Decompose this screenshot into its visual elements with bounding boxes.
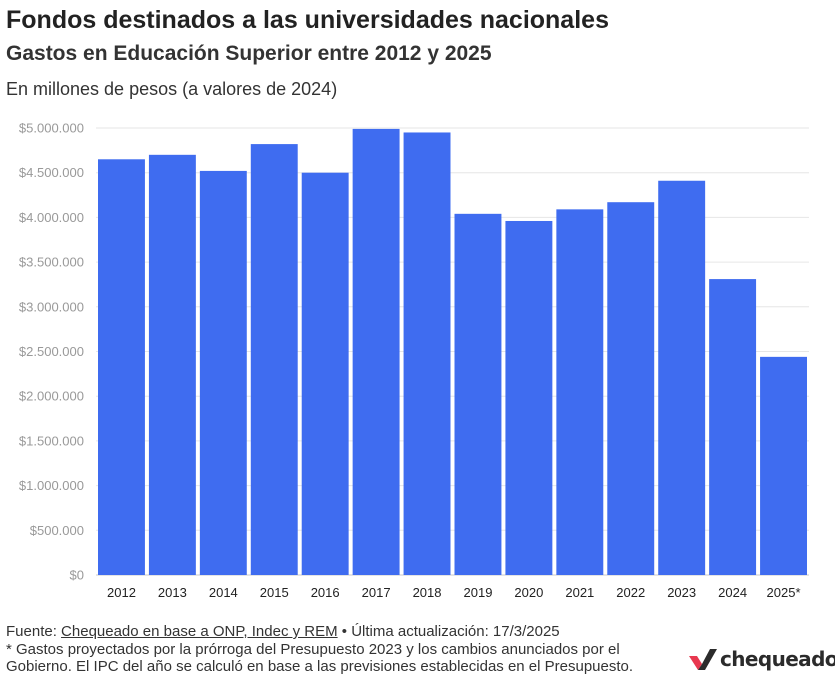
- unit-note: En millones de pesos (a valores de 2024): [6, 79, 338, 99]
- source-prefix: Fuente:: [6, 623, 62, 640]
- bar-chart: $0 $500.000 $1.000.000 $1.500.000 $2.000.000…: [19, 121, 809, 600]
- y-tick-label: $1.000.000: [19, 478, 84, 493]
- y-tick-label: $3.500.000: [19, 255, 84, 270]
- x-tick-label: 2021: [565, 585, 594, 600]
- last-updated: • Última actualización: 17/3/2025: [337, 623, 560, 640]
- bar-2015: [250, 144, 298, 576]
- source-line: Fuente: Chequeado en base a ONP, Indec y…: [6, 623, 676, 641]
- x-tick-label: 2022: [616, 585, 645, 600]
- source-link[interactable]: Chequeado en base a ONP, Indec y REM: [61, 623, 338, 640]
- x-tick-label: 2018: [413, 585, 442, 600]
- y-tick-label: $500.000: [30, 523, 84, 538]
- chequeado-logo[interactable]: chequeado: [688, 644, 835, 674]
- bar-2014: [199, 170, 247, 576]
- chequeado-logo-icon: [689, 649, 717, 670]
- y-tick-label: $4.500.000: [19, 165, 84, 180]
- x-tick-label: 2020: [514, 585, 543, 600]
- bar-2013: [148, 154, 196, 575]
- y-axis-ticks: $0 $500.000 $1.000.000 $1.500.000 $2.000.000…: [19, 121, 84, 583]
- y-tick-label: $4.000.000: [19, 210, 84, 225]
- chart-footer: Fuente: Chequeado en base a ONP, Indec y…: [6, 623, 676, 676]
- bar-2024: [709, 279, 757, 575]
- y-tick-label: $3.000.000: [19, 299, 84, 314]
- y-tick-label: $0: [70, 568, 84, 583]
- y-tick-label: $1.500.000: [19, 433, 84, 448]
- y-tick-label: $5.000.000: [19, 121, 84, 136]
- chart-title: Fondos destinados a las universidades na…: [6, 6, 609, 34]
- x-axis-ticks: 2012 2013 2014 2015 2016 2017 2018 2019 2020 2021…: [107, 585, 801, 600]
- y-tick-label: $2.500.000: [19, 344, 84, 359]
- x-tick-label: 2017: [362, 585, 391, 600]
- footnote: * Gastos proyectados por la prórroga del…: [6, 640, 634, 676]
- bar-2023: [658, 180, 706, 575]
- x-tick-label: 2016: [311, 585, 340, 600]
- logo-text: chequeado: [720, 647, 835, 671]
- chart-subtitle: Gastos en Educación Superior entre 2012 …: [6, 42, 492, 65]
- x-tick-label: 2014: [209, 585, 238, 600]
- x-tick-label: 2023: [667, 585, 696, 600]
- bar-2019: [454, 213, 502, 575]
- bar-2018: [403, 132, 451, 575]
- bar-2017: [352, 128, 400, 576]
- bar-2020: [505, 220, 553, 575]
- x-tick-label: 2013: [158, 585, 187, 600]
- bar-2022: [607, 202, 655, 575]
- y-tick-label: $2.000.000: [19, 389, 84, 404]
- bar-2021: [556, 209, 604, 575]
- x-tick-label: 2025*: [767, 585, 801, 600]
- bar-2016: [301, 172, 349, 575]
- bar-2025: [760, 356, 807, 575]
- x-tick-label: 2012: [107, 585, 136, 600]
- x-tick-label: 2024: [718, 585, 747, 600]
- bar-2012: [98, 159, 145, 575]
- x-tick-label: 2015: [260, 585, 289, 600]
- bars: [98, 128, 807, 576]
- x-tick-label: 2019: [464, 585, 493, 600]
